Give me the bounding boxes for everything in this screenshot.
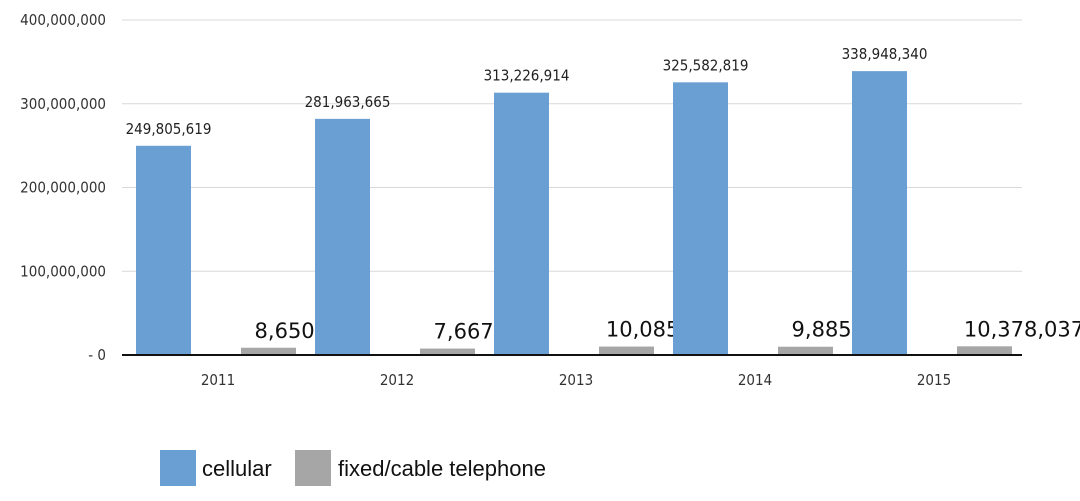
legend-swatch-fixed <box>295 450 331 486</box>
y-tick-label: 200,000,000 <box>20 179 106 197</box>
data-label-cellular: 249,805,619 <box>126 120 212 138</box>
data-label-cellular: 281,963,665 <box>305 93 391 111</box>
y-tick-label: 100,000,000 <box>20 262 106 280</box>
bar-fixed <box>957 346 1012 355</box>
y-tick-label: 400,000,000 <box>20 11 106 29</box>
x-tick-label: 2012 <box>380 371 414 389</box>
legend-label-fixed: fixed/cable telephone <box>338 456 546 481</box>
legend-label-cellular: cellular <box>202 456 272 481</box>
y-tick-label: 300,000,000 <box>20 95 106 113</box>
data-label-cellular: 313,226,914 <box>484 67 570 85</box>
bar-cellular <box>315 118 370 355</box>
bar-fixed <box>778 346 833 355</box>
bar-fixed <box>420 348 475 355</box>
bar-cellular <box>852 71 907 355</box>
bar-fixed <box>599 346 654 355</box>
bar-cellular <box>136 145 191 355</box>
x-tick-label: 2011 <box>201 371 235 389</box>
y-tick-label: - 0 <box>88 346 106 364</box>
bar-fixed <box>241 347 296 355</box>
x-tick-label: 2014 <box>738 371 772 389</box>
data-label-cellular: 338,948,340 <box>842 45 928 63</box>
data-label-fixed: 10,378,037 <box>964 317 1080 341</box>
x-tick-label: 2013 <box>559 371 593 389</box>
data-label-cellular: 325,582,819 <box>663 56 749 74</box>
x-tick-label: 2015 <box>917 371 951 389</box>
legend-swatch-cellular <box>160 450 196 486</box>
bar-cellular <box>494 92 549 356</box>
bar-cellular <box>673 82 728 355</box>
